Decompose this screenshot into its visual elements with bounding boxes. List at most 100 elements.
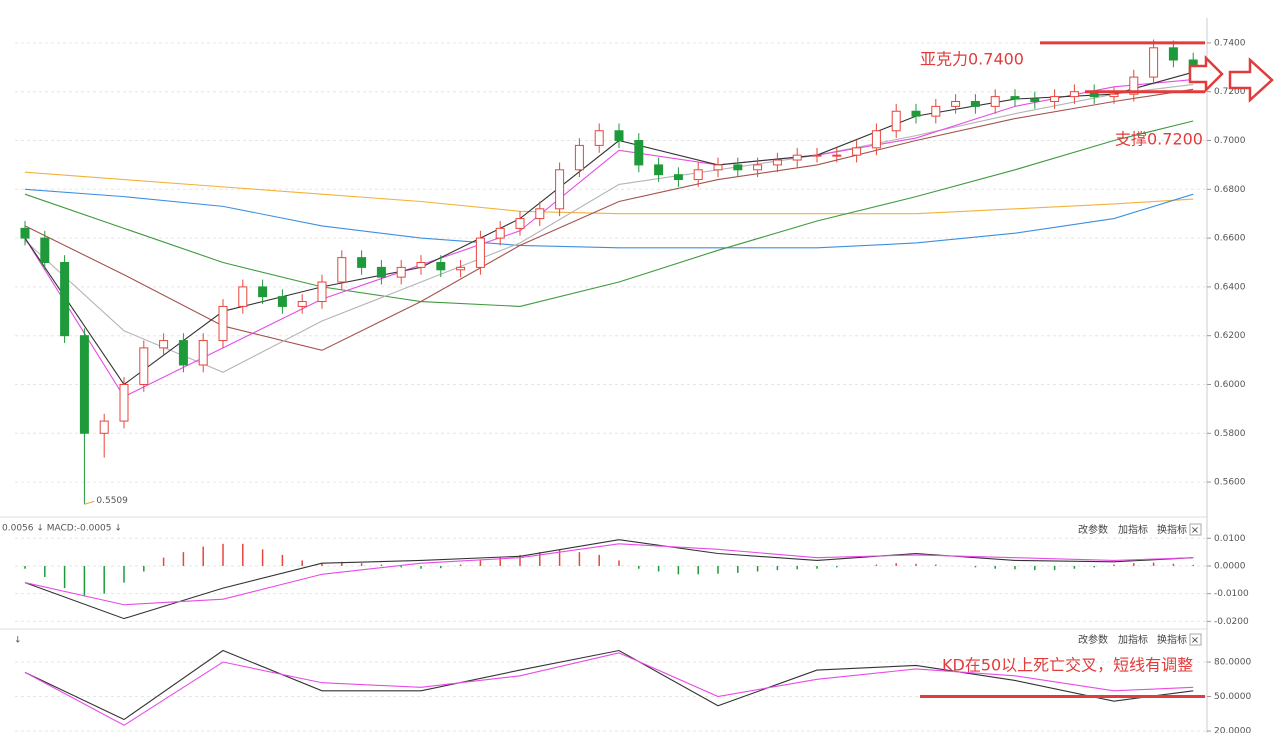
candle-body	[852, 147, 862, 156]
indicator-line	[24, 171, 1194, 215]
panel-button[interactable]: ×	[1191, 525, 1199, 536]
y-tick-label: 0.6200	[1214, 331, 1246, 341]
indicator-line	[24, 120, 1194, 307]
arrows	[1188, 54, 1274, 103]
y-tick-label: 0.0000	[1214, 561, 1246, 571]
candle-body	[1030, 98, 1040, 102]
candle-body	[693, 169, 703, 181]
y-tick-label: 50.0000	[1214, 692, 1251, 702]
indicator-line	[24, 83, 1194, 373]
candle-body	[911, 110, 921, 117]
candle-body	[159, 340, 169, 349]
candle-body	[555, 169, 565, 210]
candle-body	[317, 281, 327, 303]
candle-body	[535, 208, 545, 220]
y-tick-label: 0.6000	[1214, 380, 1246, 390]
candle-body	[1168, 47, 1178, 61]
annotation: KD在50以上死亡交叉，短线有调整	[942, 656, 1193, 675]
candle-body	[614, 130, 624, 142]
candle-body	[495, 227, 505, 239]
y-tick-label: 0.5800	[1214, 429, 1246, 439]
arrow	[1188, 54, 1224, 94]
indicator-line	[24, 188, 1194, 249]
candle-body	[258, 286, 268, 298]
candle-body	[772, 159, 782, 166]
candle-body	[119, 383, 129, 422]
indicator-line	[24, 88, 1194, 351]
candle-body	[297, 301, 307, 307]
candle-body	[40, 237, 50, 263]
y-tick-label: 0.6800	[1214, 185, 1246, 195]
candle-body	[634, 140, 644, 166]
candle-body	[673, 174, 683, 181]
candle-body	[832, 154, 842, 157]
annotation: 支撑0.7200	[1115, 130, 1203, 149]
y-tick-label: 0.0100	[1214, 534, 1246, 544]
panel-button[interactable]: 换指标	[1157, 633, 1187, 646]
low-pointer	[84, 500, 95, 505]
close-box[interactable]	[1189, 523, 1202, 536]
candle-body	[1129, 76, 1139, 95]
candle-body	[970, 100, 980, 107]
candle-body	[277, 296, 287, 307]
candle-body	[871, 130, 881, 149]
candle-body	[1109, 93, 1119, 98]
indicator-legend: 0.0056 ↓ MACD:-0.0005 ↓	[2, 524, 122, 534]
indicator-legend: ↓	[14, 636, 22, 646]
panel-button[interactable]: ×	[1191, 635, 1199, 646]
candle-body	[951, 100, 961, 107]
candle-body	[99, 420, 109, 434]
candle-body	[812, 154, 822, 157]
indicator-line	[24, 78, 1194, 398]
candle-body	[456, 266, 466, 271]
candle-body	[198, 340, 208, 366]
close-box[interactable]	[1189, 633, 1202, 646]
candle-body	[238, 286, 248, 307]
candle-body	[20, 227, 30, 239]
candle-body	[753, 164, 763, 171]
indicator-line	[24, 71, 1194, 386]
y-tick-label: -0.0200	[1214, 617, 1249, 627]
candle-body	[376, 266, 386, 278]
candle-body	[218, 305, 228, 342]
candle-body	[733, 164, 743, 171]
candle-body	[357, 257, 367, 268]
candle-body	[436, 261, 446, 271]
candle-body	[594, 130, 604, 146]
candle-body	[178, 340, 188, 366]
y-tick-label: 80.0000	[1214, 658, 1251, 668]
panel-button[interactable]: 改参数	[1078, 633, 1108, 646]
candle-body	[713, 164, 723, 171]
y-tick-label: 0.5600	[1214, 478, 1246, 488]
candle-body	[475, 237, 485, 268]
candle-body	[654, 164, 664, 176]
indicator-line	[24, 539, 1194, 620]
y-tick-label: 0.6400	[1214, 282, 1246, 292]
candle-body	[891, 110, 901, 132]
candle-body	[1050, 96, 1060, 102]
panel-button[interactable]: 加指标	[1118, 523, 1148, 536]
candle-body	[79, 335, 89, 434]
y-tick-label: -0.0100	[1214, 589, 1249, 599]
candle-body	[396, 266, 406, 278]
candle-body	[792, 154, 802, 161]
candle-body	[515, 218, 525, 229]
candle-body	[416, 261, 426, 268]
indicator-line	[24, 649, 1194, 721]
y-tick-label: 0.7400	[1214, 38, 1246, 48]
candle-body	[337, 257, 347, 283]
low-label: 0.5509	[96, 496, 128, 506]
panel-button[interactable]: 换指标	[1157, 523, 1187, 536]
panel-button[interactable]: 加指标	[1118, 633, 1148, 646]
candle-body	[1069, 91, 1079, 98]
annotation: 亚克力0.7400	[920, 50, 1024, 69]
panel-button[interactable]: 改参数	[1078, 523, 1108, 536]
indicator-line	[24, 543, 1194, 606]
candle-body	[931, 105, 941, 117]
candle-body	[1010, 96, 1020, 100]
candle-body	[60, 261, 70, 337]
y-tick-label: 20.0000	[1214, 727, 1251, 733]
candle-body	[139, 347, 149, 385]
candle-body	[990, 96, 1000, 107]
